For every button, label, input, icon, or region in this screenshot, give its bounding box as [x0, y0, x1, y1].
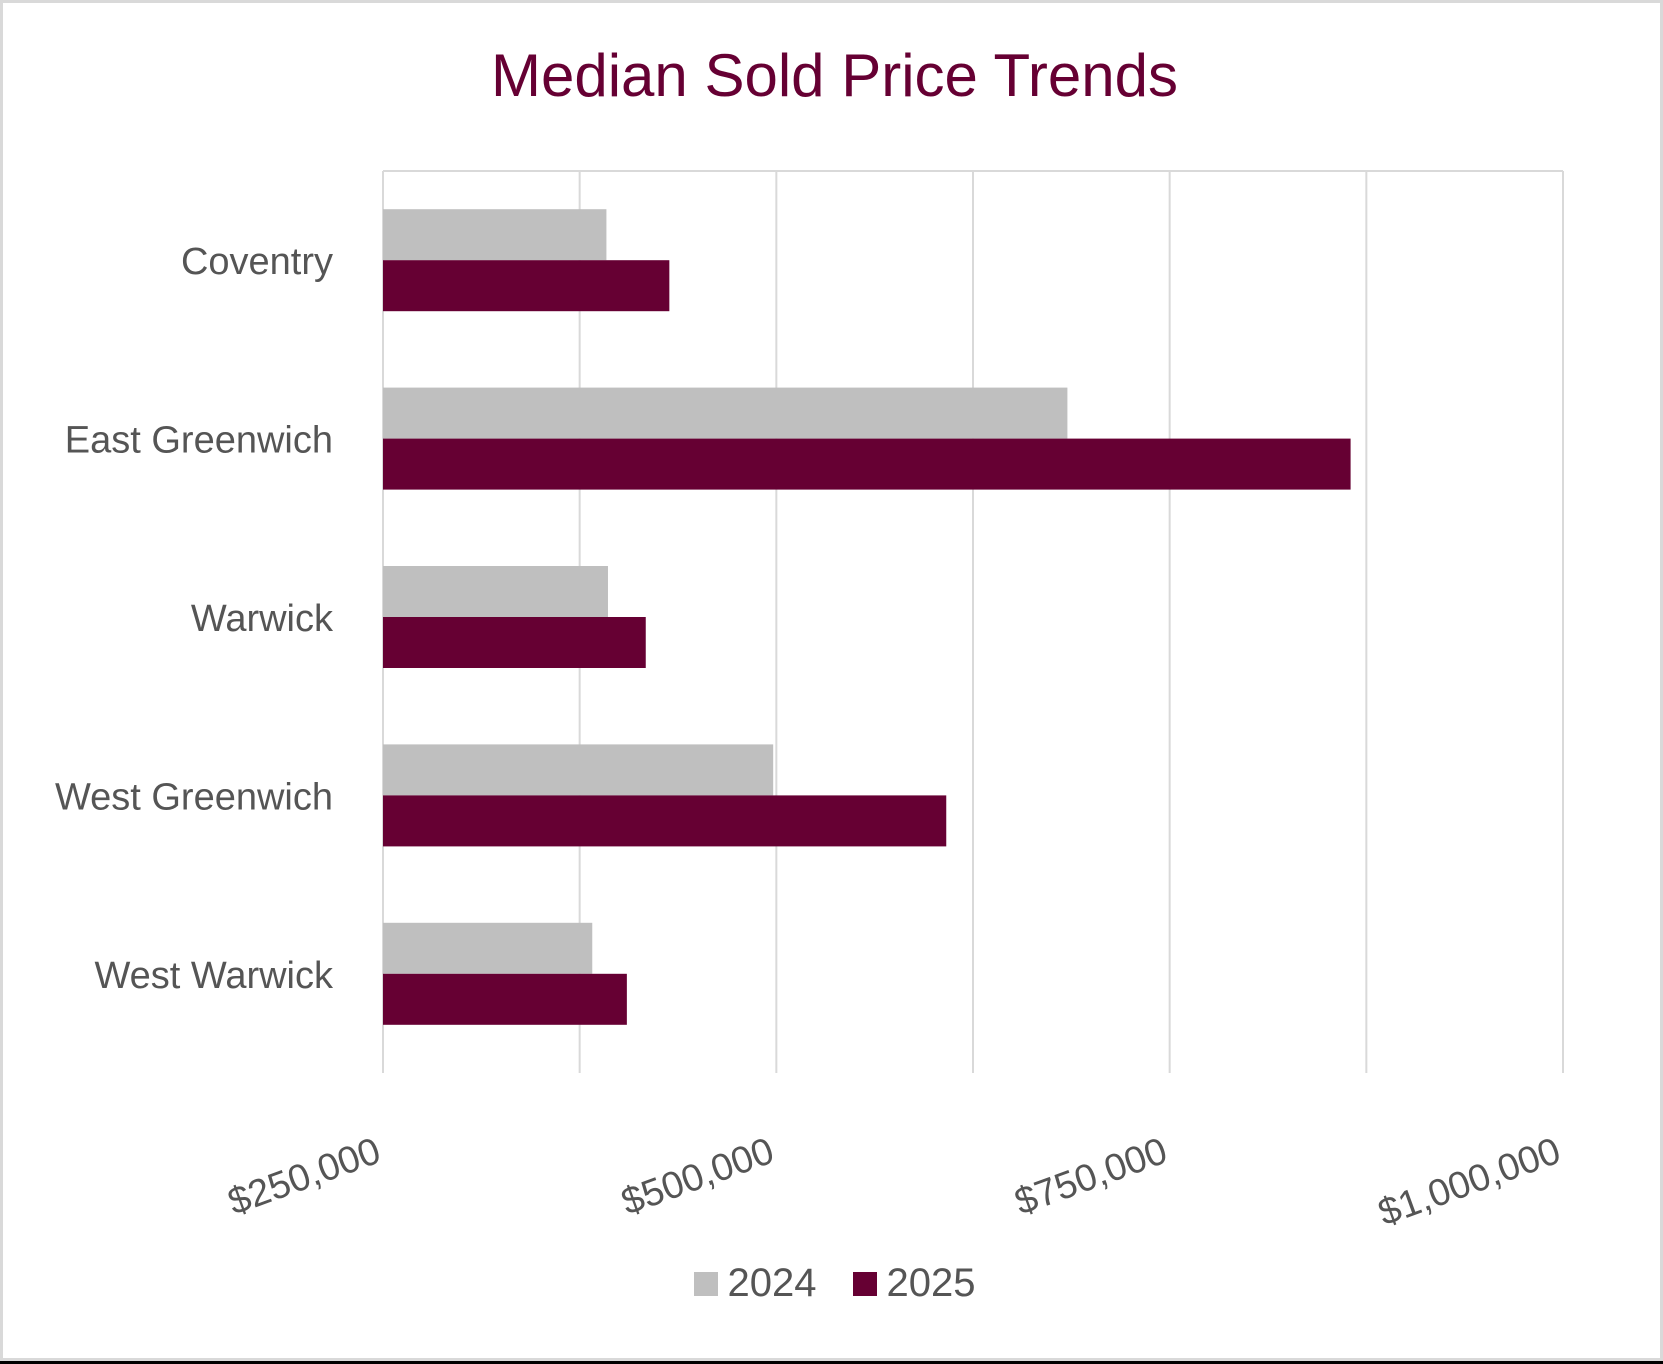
- bar-chart: Coventry East Greenwich Warwick West Greenw…: [55, 170, 1566, 1235]
- bar-east-greenwich-2024: [383, 387, 1068, 439]
- legend-label-2024: 2024: [727, 1261, 817, 1305]
- x-axis-ticks: $250,000 $500,000 $750,000 $1,000,000: [223, 1130, 1566, 1235]
- bar-coventry-2025: [383, 260, 670, 312]
- bar-warwick-2025: [383, 617, 646, 668]
- bars: [383, 209, 1351, 1025]
- bar-coventry-2024: [383, 209, 607, 261]
- legend: 2024 2025: [3, 1261, 1663, 1306]
- legend-swatch-2024: [693, 1271, 718, 1296]
- category-label-coventry: Coventry: [181, 241, 333, 283]
- category-label-warwick: Warwick: [191, 598, 334, 640]
- bar-warwick-2024: [383, 566, 608, 617]
- x-tick-label-1: $500,000: [616, 1130, 779, 1224]
- bar-west-greenwich-2024: [383, 744, 774, 796]
- category-labels: Coventry East Greenwich Warwick West Greenw…: [55, 241, 334, 997]
- legend-swatch-2025: [852, 1271, 877, 1296]
- legend-item-2025: 2025: [852, 1261, 976, 1306]
- category-label-west-warwick: West Warwick: [94, 955, 334, 997]
- x-tick-label-2: $750,000: [1009, 1130, 1172, 1224]
- x-tick-label-0: $250,000: [223, 1130, 386, 1224]
- bar-east-greenwich-2025: [383, 438, 1351, 490]
- bar-west-greenwich-2025: [383, 795, 947, 847]
- x-tick-label-3: $1,000,000: [1373, 1130, 1566, 1235]
- category-label-west-greenwich: West Greenwich: [55, 776, 333, 818]
- legend-label-2025: 2025: [886, 1261, 976, 1305]
- bar-west-warwick-2025: [383, 973, 627, 1025]
- bar-west-warwick-2024: [383, 922, 593, 974]
- legend-item-2024: 2024: [693, 1261, 817, 1306]
- category-label-east-greenwich: East Greenwich: [65, 420, 333, 462]
- chart-title: Median Sold Price Trends: [490, 42, 1178, 109]
